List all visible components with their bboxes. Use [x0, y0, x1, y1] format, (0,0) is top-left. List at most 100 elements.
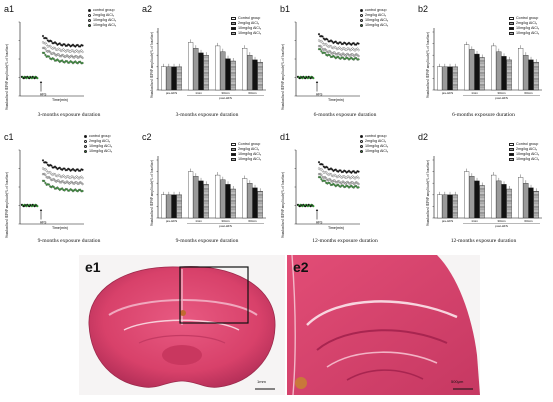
hfs-arrowhead — [315, 81, 319, 83]
panel-d2: d2 Standardized fEPSP amplitude(% of bas… — [414, 128, 553, 248]
legend-a1: control group 2mg/kg AlCl₃ 10mg/kg AlCl₃… — [88, 8, 116, 28]
bar — [496, 51, 502, 91]
panel-a1: a1 Standardized fEPSP amplitude(% of bas… — [0, 0, 138, 120]
data-point — [328, 178, 331, 181]
legend-marker — [84, 135, 87, 138]
data-point — [57, 187, 60, 190]
legend-swatch — [231, 153, 236, 156]
data-point — [74, 60, 77, 63]
legend-swatch — [231, 17, 236, 20]
bar — [506, 188, 512, 219]
legend-entry: 10mg/kg AlCl₃ — [238, 26, 262, 30]
legend-entry: 2mg/kg AlCl₃ — [89, 139, 111, 143]
data-point — [345, 176, 348, 179]
data-point — [75, 55, 78, 58]
data-point — [341, 42, 345, 45]
data-point — [65, 44, 69, 47]
data-point — [344, 42, 347, 45]
data-point — [333, 55, 336, 59]
category-tick-label: 1min — [195, 91, 202, 95]
category-tick-label: pre-HFS — [442, 219, 453, 223]
data-point — [76, 44, 79, 47]
category-tick-label: 60min — [248, 91, 257, 95]
data-point — [351, 181, 354, 184]
data-point — [70, 54, 73, 57]
legend-swatch — [231, 148, 236, 151]
data-point — [73, 56, 76, 59]
data-point — [76, 168, 79, 171]
data-point — [76, 190, 79, 193]
data-point — [319, 48, 322, 51]
x-axis-label: Time(min) — [52, 98, 68, 102]
legend-entry: 10mg/kg AlCl₃ — [365, 23, 389, 27]
data-point — [325, 177, 328, 180]
legend-entry: 10mg/kg AlCl₃ — [238, 157, 262, 161]
category-tick-label: 1min — [471, 219, 478, 223]
legend-entry: Control group — [516, 142, 539, 146]
data-point — [357, 58, 360, 61]
caption-b1: 6-months exposure duration — [313, 112, 377, 118]
category-tick-label: pre-HFS — [166, 91, 177, 95]
panel-label-b1: b1 — [280, 4, 291, 14]
x-axis-label: post-HFS — [495, 96, 508, 100]
legend-entry: control group — [365, 134, 387, 138]
x-axis-label: Time(min) — [328, 226, 344, 230]
bar — [501, 184, 507, 219]
legend-swatch — [231, 22, 236, 25]
data-point — [43, 179, 46, 183]
data-point — [320, 50, 323, 53]
data-point — [62, 180, 65, 183]
data-point — [41, 35, 45, 38]
panel-label-d1: d1 — [280, 132, 291, 142]
legend-entry: control group — [365, 8, 387, 12]
legend-swatch — [509, 32, 514, 35]
data-point — [81, 177, 84, 180]
data-point — [334, 168, 337, 171]
bar-chart-c2: pre-HFS 1min 30min 60min post-HFS — [156, 156, 266, 228]
data-point — [355, 43, 358, 46]
data-point — [343, 175, 346, 178]
data-point — [344, 57, 347, 60]
data-point — [347, 175, 351, 178]
data-point — [345, 48, 348, 51]
data-point — [55, 166, 58, 169]
category-tick-label: 1min — [471, 91, 478, 95]
bar — [518, 48, 524, 91]
x-axis-label: post-HFS — [219, 96, 232, 100]
bar — [452, 194, 458, 219]
scale-bar-label: 1mm — [257, 379, 266, 384]
data-point — [357, 183, 360, 186]
data-point — [328, 54, 331, 57]
data-point — [337, 183, 340, 186]
data-point — [43, 51, 46, 55]
data-point — [352, 170, 355, 173]
data-point — [338, 180, 341, 183]
data-point — [69, 176, 72, 179]
bar — [447, 66, 453, 91]
data-point — [44, 181, 47, 185]
bar — [230, 188, 236, 219]
data-point — [347, 47, 351, 50]
data-point — [319, 176, 322, 179]
data-point — [333, 51, 336, 54]
data-point — [61, 168, 64, 171]
caption-a2: 3-months exposure duration — [175, 112, 239, 118]
data-point — [334, 174, 337, 177]
hfs-label: HFS — [316, 93, 322, 97]
x-axis-label: post-HFS — [219, 224, 232, 228]
legend-swatch — [231, 32, 236, 35]
legend-marker — [360, 9, 363, 12]
data-point — [68, 189, 71, 192]
data-point — [69, 50, 72, 53]
data-point — [79, 45, 82, 48]
data-point — [53, 173, 57, 176]
legend-swatch — [509, 158, 514, 161]
bar — [501, 56, 507, 91]
bar — [230, 60, 236, 91]
data-point — [329, 173, 333, 176]
data-point — [50, 164, 53, 167]
bar — [203, 55, 209, 91]
line-chart-c1: HFS Time(min) — [18, 149, 84, 230]
baseline-point — [312, 205, 315, 208]
baseline-point — [36, 77, 39, 80]
